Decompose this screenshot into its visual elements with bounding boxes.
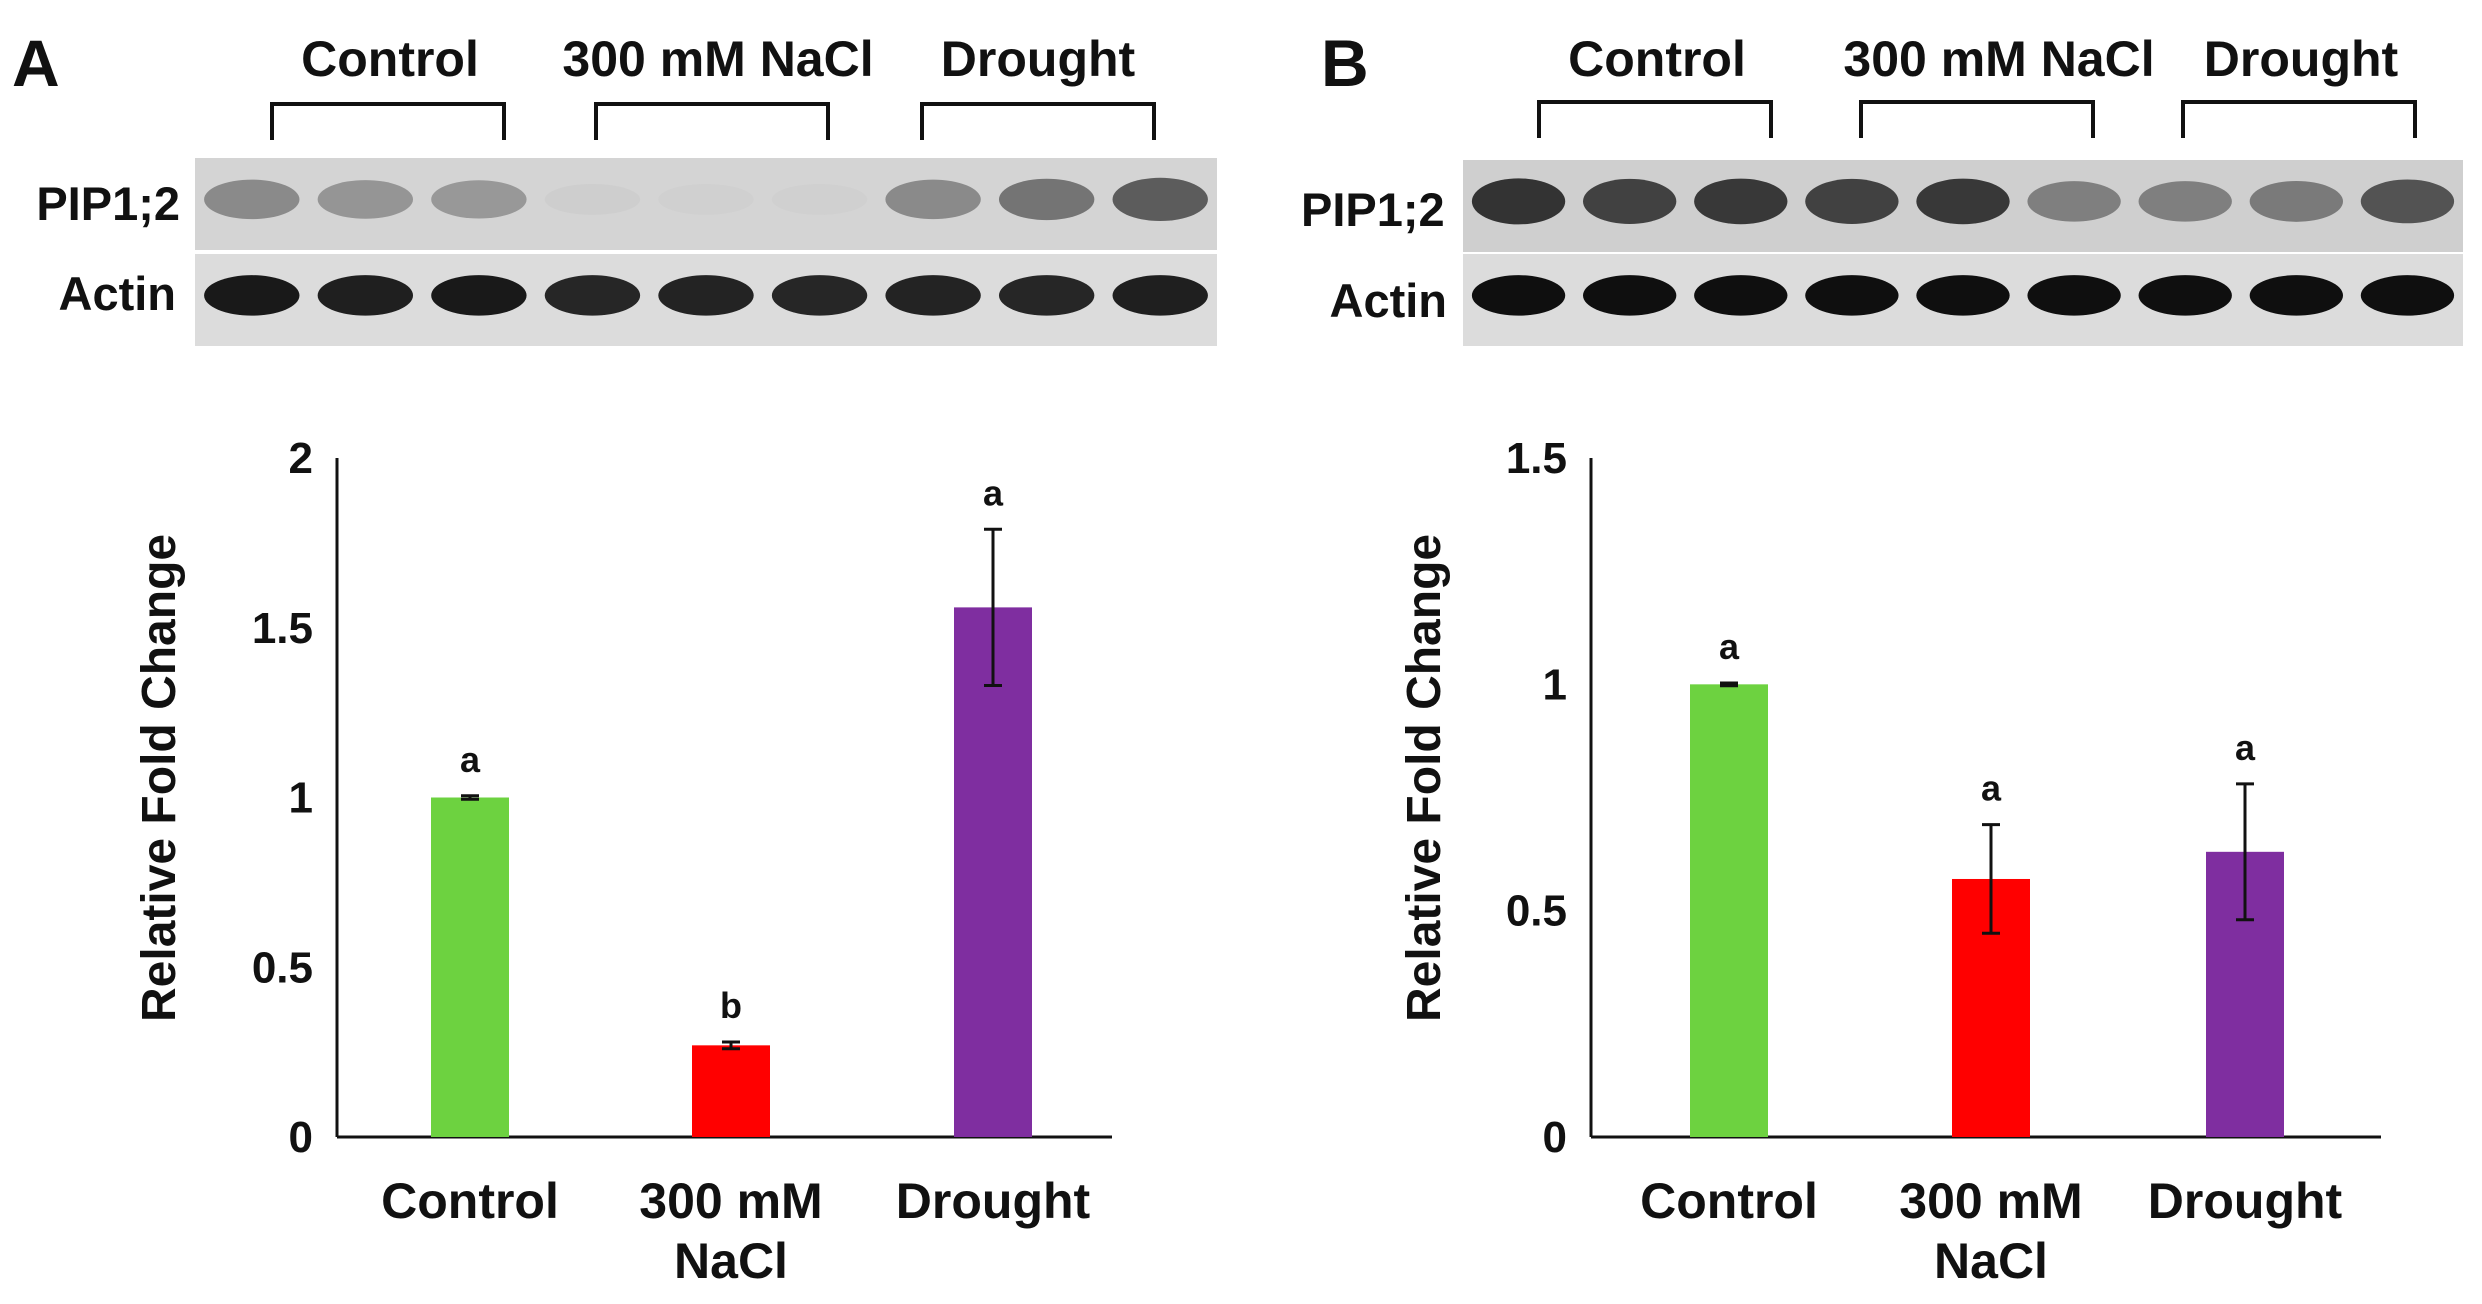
bracket-drought xyxy=(920,102,1156,140)
bracket-control xyxy=(1537,100,1773,138)
actin-band xyxy=(2360,275,2455,316)
actin-band xyxy=(431,275,527,316)
pip-band xyxy=(1694,178,1788,225)
x-tick-label: Control xyxy=(1640,1173,1818,1229)
pip-band xyxy=(2249,180,2343,222)
actin-band xyxy=(2027,275,2121,316)
bar xyxy=(954,607,1032,1137)
loading-control-label: Actin xyxy=(1329,274,1448,327)
y-tick-label: 1 xyxy=(289,774,313,823)
y-tick-label: 0.5 xyxy=(252,943,313,992)
panel-a: A Control 300 mM NaCl Drought PIP1;2 Act… xyxy=(12,26,1217,1289)
pip-band xyxy=(1916,178,2010,225)
pip-band xyxy=(1805,178,1899,224)
pip-band xyxy=(998,178,1095,221)
protein-label: PIP1;2 xyxy=(1301,183,1445,236)
pip-band xyxy=(2027,181,2121,222)
significance-letter: a xyxy=(1719,626,1740,667)
pip-band xyxy=(1112,177,1208,222)
x-tick-label: NaCl xyxy=(674,1233,788,1289)
significance-letter: a xyxy=(460,739,481,780)
x-tick-label: Drought xyxy=(2148,1173,2343,1229)
significance-letter: a xyxy=(983,472,1004,513)
condition-label-nacl: 300 mM NaCl xyxy=(1843,31,2155,87)
condition-label-control: Control xyxy=(1568,31,1746,87)
y-tick-label: 2 xyxy=(289,434,313,483)
actin-band xyxy=(544,275,641,316)
bracket-nacl xyxy=(594,102,830,140)
actin-band xyxy=(1694,275,1788,316)
x-tick-label: Control xyxy=(381,1173,559,1229)
y-tick-label: 0 xyxy=(1543,1113,1567,1162)
pip-band xyxy=(1471,178,1566,225)
bracket-drought xyxy=(2181,100,2417,138)
actin-band xyxy=(1471,275,1566,316)
pip-band xyxy=(204,179,300,220)
bar xyxy=(1690,684,1768,1137)
actin-band xyxy=(1583,275,1677,316)
actin-band xyxy=(771,275,868,316)
bar xyxy=(431,797,509,1137)
protein-label: PIP1;2 xyxy=(36,177,180,230)
pip-band xyxy=(2138,181,2232,222)
bracket-control xyxy=(270,102,506,140)
pip-band xyxy=(658,184,754,215)
pip-band xyxy=(771,184,868,215)
x-tick-label: NaCl xyxy=(1934,1233,2048,1289)
actin-band xyxy=(1805,275,1899,316)
pip-band xyxy=(431,180,527,219)
y-tick-label: 1.5 xyxy=(252,604,313,653)
y-tick-label: 1.5 xyxy=(1506,434,1567,483)
significance-letter: a xyxy=(2235,727,2256,768)
actin-band xyxy=(2249,275,2343,316)
panel-b: B Control 300 mM NaCl Drought PIP1;2 Act… xyxy=(1241,0,2482,1304)
actin-band xyxy=(885,275,981,316)
significance-letter: b xyxy=(720,985,742,1026)
actin-band xyxy=(658,275,754,316)
actin-band xyxy=(1916,275,2010,316)
pip-band xyxy=(2360,179,2455,224)
pip-band xyxy=(1583,178,1677,224)
condition-label-control: Control xyxy=(301,31,479,87)
loading-control-label: Actin xyxy=(58,267,177,320)
panel-letter: A xyxy=(12,26,60,100)
pip-band xyxy=(317,180,414,219)
significance-letter: a xyxy=(1981,768,2002,809)
actin-band xyxy=(2138,275,2232,316)
actin-band xyxy=(1112,275,1208,316)
condition-label-nacl: 300 mM NaCl xyxy=(562,31,874,87)
bar xyxy=(692,1045,770,1137)
condition-label-drought: Drought xyxy=(2203,31,2399,87)
actin-band xyxy=(998,275,1095,316)
western-blot xyxy=(1463,160,2463,346)
western-blot xyxy=(195,158,1217,346)
bracket-nacl xyxy=(1859,100,2095,138)
y-tick-label: 0.5 xyxy=(1506,887,1567,936)
pip-band xyxy=(544,183,641,215)
actin-band xyxy=(204,275,300,316)
x-tick-label: Drought xyxy=(896,1173,1091,1229)
x-tick-label: 300 mM xyxy=(639,1173,822,1229)
x-tick-label: 300 mM xyxy=(1899,1173,2082,1229)
panel-letter: B xyxy=(1321,26,1369,100)
actin-band xyxy=(317,275,414,316)
y-tick-label: 0 xyxy=(289,1113,313,1162)
condition-label-drought: Drought xyxy=(940,31,1136,87)
y-tick-label: 1 xyxy=(1543,660,1567,709)
pip-band xyxy=(885,179,981,220)
